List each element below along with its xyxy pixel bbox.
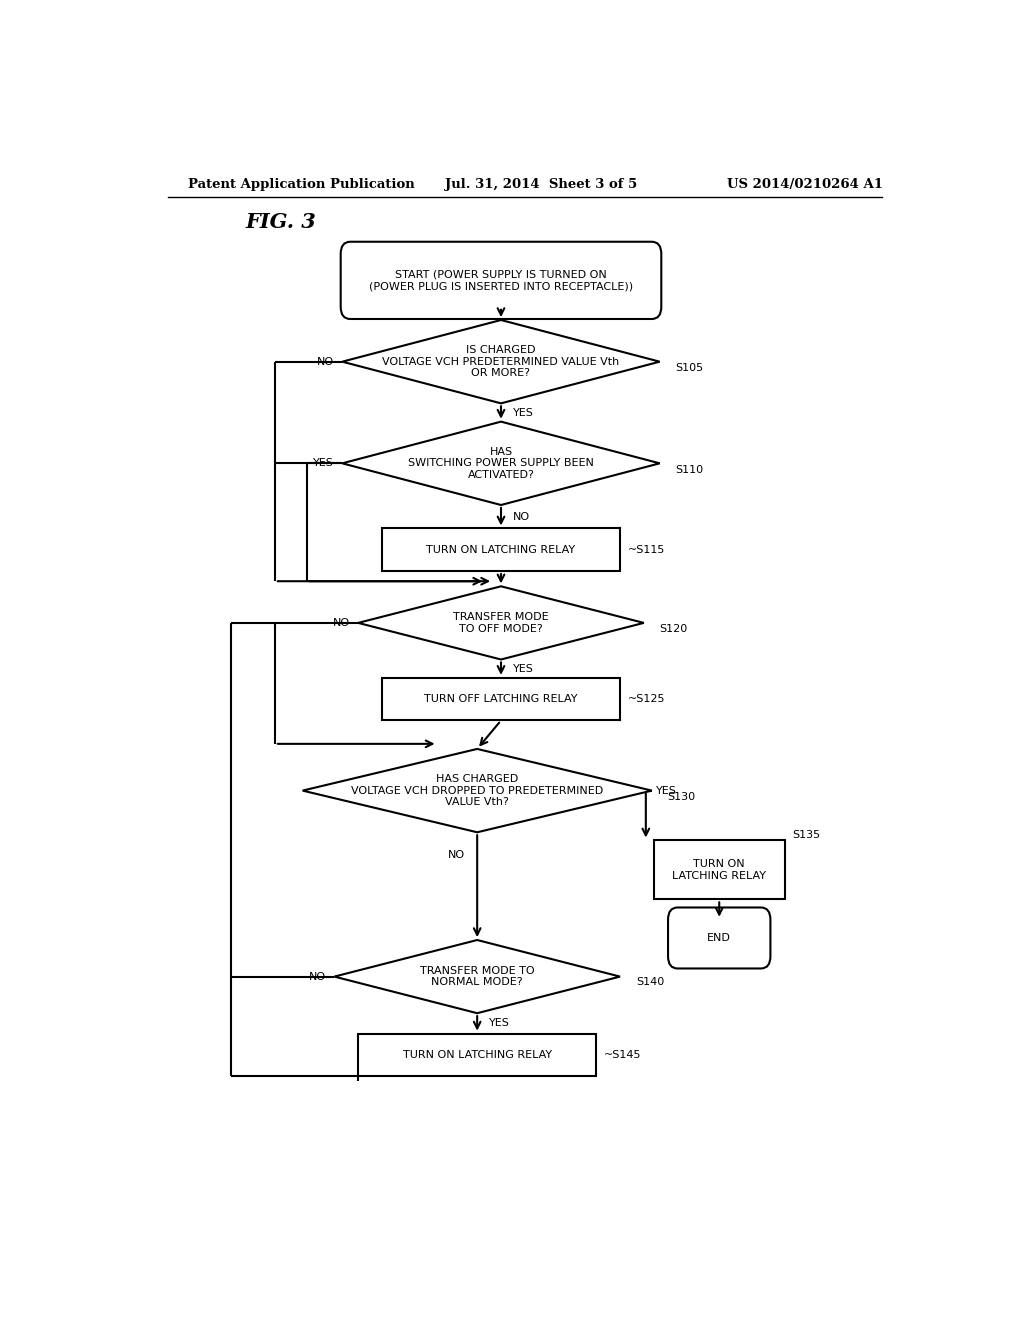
Text: S105: S105	[676, 363, 703, 374]
Text: FIG. 3: FIG. 3	[246, 213, 316, 232]
Text: YES: YES	[313, 458, 334, 469]
Text: YES: YES	[489, 1018, 510, 1028]
Bar	[382, 528, 620, 572]
Text: TURN ON LATCHING RELAY: TURN ON LATCHING RELAY	[402, 1049, 552, 1060]
Text: YES: YES	[655, 785, 677, 796]
Text: TURN OFF LATCHING RELAY: TURN OFF LATCHING RELAY	[424, 694, 578, 704]
Text: S135: S135	[793, 829, 821, 840]
Text: S140: S140	[636, 977, 665, 987]
Text: TRANSFER MODE
TO OFF MODE?: TRANSFER MODE TO OFF MODE?	[454, 612, 549, 634]
Text: Jul. 31, 2014  Sheet 3 of 5: Jul. 31, 2014 Sheet 3 of 5	[445, 178, 638, 191]
Text: START (POWER SUPPLY IS TURNED ON
(POWER PLUG IS INSERTED INTO RECEPTACLE)): START (POWER SUPPLY IS TURNED ON (POWER …	[369, 269, 633, 292]
Text: TURN ON LATCHING RELAY: TURN ON LATCHING RELAY	[426, 545, 575, 554]
Text: NO: NO	[449, 850, 465, 859]
Text: S130: S130	[668, 792, 695, 803]
Text: ~S115: ~S115	[628, 545, 666, 554]
Polygon shape	[334, 940, 620, 1014]
Bar	[653, 841, 784, 899]
Text: NO: NO	[513, 512, 530, 521]
Bar	[358, 1034, 596, 1076]
Polygon shape	[342, 319, 659, 404]
Text: Patent Application Publication: Patent Application Publication	[187, 178, 415, 191]
Text: ~S125: ~S125	[628, 694, 666, 704]
Bar	[382, 677, 620, 721]
Text: HAS
SWITCHING POWER SUPPLY BEEN
ACTIVATED?: HAS SWITCHING POWER SUPPLY BEEN ACTIVATE…	[408, 446, 594, 480]
Text: NO: NO	[309, 972, 327, 982]
Text: ~S145: ~S145	[604, 1049, 642, 1060]
FancyBboxPatch shape	[668, 907, 770, 969]
Text: NO: NO	[333, 618, 350, 628]
Text: TURN ON
LATCHING RELAY: TURN ON LATCHING RELAY	[672, 859, 766, 880]
Text: NO: NO	[317, 356, 334, 367]
Polygon shape	[303, 748, 652, 833]
Text: S110: S110	[676, 465, 703, 475]
Text: YES: YES	[513, 408, 534, 417]
Text: END: END	[708, 933, 731, 942]
Text: S120: S120	[659, 624, 688, 634]
FancyBboxPatch shape	[341, 242, 662, 319]
Polygon shape	[342, 421, 659, 506]
Polygon shape	[358, 586, 644, 660]
Text: HAS CHARGED
VOLTAGE VCH DROPPED TO PREDETERMINED
VALUE Vth?: HAS CHARGED VOLTAGE VCH DROPPED TO PREDE…	[351, 774, 603, 808]
Text: TRANSFER MODE TO
NORMAL MODE?: TRANSFER MODE TO NORMAL MODE?	[420, 966, 535, 987]
Text: US 2014/0210264 A1: US 2014/0210264 A1	[727, 178, 883, 191]
Text: IS CHARGED
VOLTAGE VCH PREDETERMINED VALUE Vth
OR MORE?: IS CHARGED VOLTAGE VCH PREDETERMINED VAL…	[382, 345, 620, 379]
Text: YES: YES	[513, 664, 534, 673]
